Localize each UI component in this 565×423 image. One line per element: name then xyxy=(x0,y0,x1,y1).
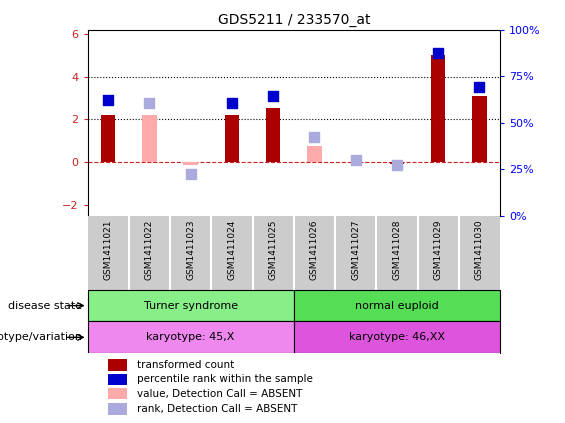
Text: normal euploid: normal euploid xyxy=(355,301,439,310)
Text: Turner syndrome: Turner syndrome xyxy=(144,301,238,310)
Bar xyxy=(88,321,294,353)
Title: GDS5211 / 233570_at: GDS5211 / 233570_at xyxy=(218,13,370,27)
Text: genotype/variation: genotype/variation xyxy=(0,332,82,342)
Bar xyxy=(108,404,127,415)
Bar xyxy=(390,162,404,164)
Text: GSM1411022: GSM1411022 xyxy=(145,220,154,280)
Point xyxy=(104,97,113,104)
Bar xyxy=(431,55,445,162)
Bar xyxy=(225,115,239,162)
Bar xyxy=(266,108,280,162)
Text: value, Detection Call = ABSENT: value, Detection Call = ABSENT xyxy=(137,389,302,399)
Point xyxy=(351,157,360,164)
Point xyxy=(269,93,278,99)
Text: GSM1411029: GSM1411029 xyxy=(434,220,442,280)
Text: disease state: disease state xyxy=(8,301,82,310)
Bar xyxy=(184,162,198,165)
Text: GSM1411025: GSM1411025 xyxy=(269,220,277,280)
Bar xyxy=(101,115,115,162)
Point xyxy=(227,100,236,107)
Point xyxy=(186,170,195,177)
Text: transformed count: transformed count xyxy=(137,360,234,370)
Point xyxy=(145,100,154,107)
Bar xyxy=(108,360,127,371)
Bar xyxy=(108,374,127,385)
Point xyxy=(392,162,401,168)
Text: GSM1411023: GSM1411023 xyxy=(186,220,195,280)
Text: karyotype: 46,XX: karyotype: 46,XX xyxy=(349,332,445,342)
Bar xyxy=(294,321,500,353)
Bar xyxy=(142,115,157,162)
Text: GSM1411030: GSM1411030 xyxy=(475,220,484,280)
Point xyxy=(475,84,484,91)
Text: GSM1411021: GSM1411021 xyxy=(104,220,112,280)
Point xyxy=(434,50,443,57)
Text: GSM1411028: GSM1411028 xyxy=(393,220,401,280)
Bar xyxy=(472,96,486,162)
Bar xyxy=(108,388,127,399)
Text: GSM1411027: GSM1411027 xyxy=(351,220,360,280)
Text: percentile rank within the sample: percentile rank within the sample xyxy=(137,374,313,385)
Bar xyxy=(307,146,321,162)
Text: karyotype: 45,X: karyotype: 45,X xyxy=(146,332,235,342)
Text: GSM1411026: GSM1411026 xyxy=(310,220,319,280)
Bar xyxy=(294,290,500,321)
Text: GSM1411024: GSM1411024 xyxy=(228,220,236,280)
Bar xyxy=(88,290,294,321)
Text: rank, Detection Call = ABSENT: rank, Detection Call = ABSENT xyxy=(137,404,297,414)
Point xyxy=(310,133,319,140)
